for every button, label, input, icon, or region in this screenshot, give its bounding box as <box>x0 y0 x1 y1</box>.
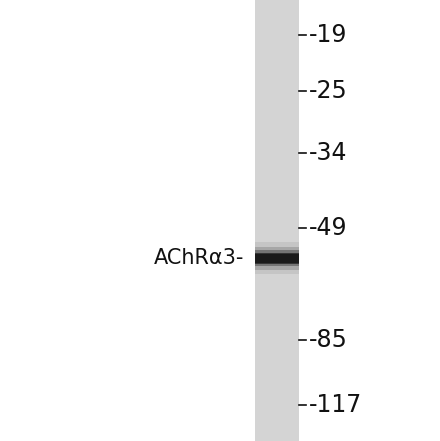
Bar <box>255 243 299 274</box>
Bar <box>255 254 299 262</box>
Bar <box>255 0 299 441</box>
Text: -19: -19 <box>309 23 347 47</box>
Text: -49: -49 <box>309 216 348 239</box>
Bar <box>255 250 299 266</box>
Bar <box>255 247 299 269</box>
Bar <box>255 253 299 264</box>
Text: -85: -85 <box>309 328 348 351</box>
Text: -25: -25 <box>309 79 348 103</box>
Text: AChRα3-: AChRα3- <box>154 248 244 268</box>
Text: -34: -34 <box>309 141 348 165</box>
Text: -117: -117 <box>309 392 362 416</box>
